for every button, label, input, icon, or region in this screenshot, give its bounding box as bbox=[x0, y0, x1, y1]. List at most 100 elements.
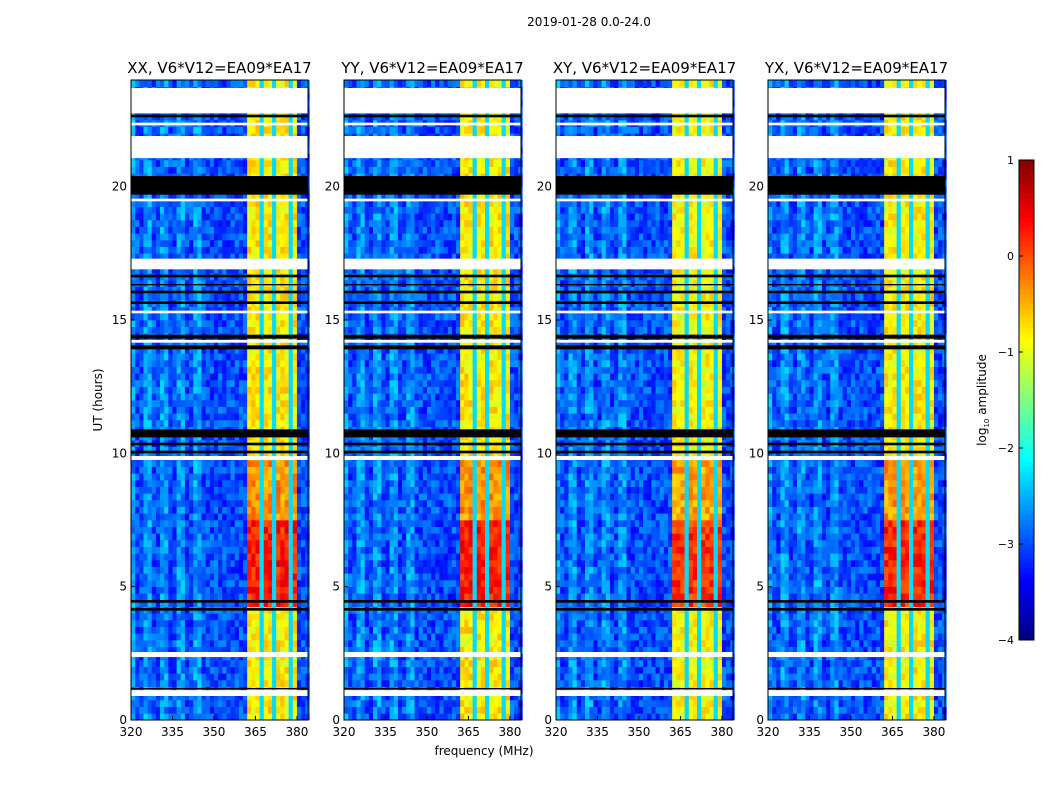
heatmap-cell bbox=[206, 627, 210, 634]
heatmap-cell bbox=[264, 553, 268, 560]
heatmap-cell bbox=[185, 413, 189, 420]
heatmap-cell bbox=[148, 327, 152, 334]
heatmap-cell bbox=[156, 127, 160, 134]
heatmap-cell bbox=[284, 480, 288, 487]
heatmap-cell bbox=[181, 573, 185, 580]
heatmap-cell bbox=[193, 167, 197, 174]
heatmap-cell bbox=[489, 593, 493, 600]
heatmap-cell bbox=[297, 587, 301, 594]
heatmap-cell bbox=[172, 407, 176, 414]
heatmap-cell bbox=[218, 487, 222, 494]
heatmap-cell bbox=[272, 580, 276, 587]
heatmap-cell bbox=[152, 240, 156, 247]
heatmap-cell bbox=[226, 520, 230, 527]
heatmap-cell bbox=[177, 620, 181, 627]
heatmap-cell bbox=[135, 353, 139, 360]
heatmap-cell bbox=[431, 613, 435, 620]
heatmap-cell bbox=[506, 633, 510, 640]
heatmap-cell bbox=[202, 713, 206, 720]
heatmap-cell bbox=[168, 313, 172, 320]
heatmap-cell bbox=[206, 713, 210, 720]
heatmap-cell bbox=[131, 207, 135, 214]
heatmap-cell bbox=[197, 500, 201, 507]
heatmap-cell bbox=[235, 700, 239, 707]
heatmap-cell bbox=[385, 627, 389, 634]
heatmap-cell bbox=[264, 313, 268, 320]
heatmap-cell bbox=[377, 680, 381, 687]
heatmap-cell bbox=[260, 667, 264, 674]
heatmap-cell bbox=[139, 213, 143, 220]
heatmap-cell bbox=[214, 487, 218, 494]
heatmap-cell bbox=[156, 467, 160, 474]
heatmap-cell bbox=[251, 680, 255, 687]
heatmap-cell bbox=[139, 207, 143, 214]
heatmap-cell bbox=[160, 320, 164, 327]
heatmap-cell bbox=[406, 673, 410, 680]
heatmap-cell bbox=[181, 420, 185, 427]
heatmap-cell bbox=[276, 493, 280, 500]
heatmap-cell bbox=[172, 507, 176, 514]
heatmap-cell bbox=[247, 400, 251, 407]
heatmap-cell bbox=[185, 240, 189, 247]
heatmap-cell bbox=[226, 227, 230, 234]
heatmap-cell bbox=[276, 480, 280, 487]
heatmap-cell bbox=[406, 660, 410, 667]
heatmap-cell bbox=[152, 167, 156, 174]
heatmap-cell bbox=[222, 167, 226, 174]
heatmap-cell bbox=[301, 593, 305, 600]
heatmap-cell bbox=[172, 660, 176, 667]
heatmap-cell bbox=[506, 660, 510, 667]
heatmap-cell bbox=[415, 667, 419, 674]
heatmap-cell bbox=[185, 513, 189, 520]
heatmap-cell bbox=[481, 707, 485, 714]
heatmap-cell bbox=[473, 700, 477, 707]
heatmap-cell bbox=[406, 700, 410, 707]
heatmap-cell bbox=[410, 633, 414, 640]
heatmap-cell bbox=[139, 313, 143, 320]
heatmap-cell bbox=[390, 627, 394, 634]
heatmap-cell bbox=[139, 673, 143, 680]
heatmap-cell bbox=[268, 660, 272, 667]
heatmap-cell bbox=[148, 220, 152, 227]
heatmap-cell bbox=[210, 580, 214, 587]
heatmap-cell bbox=[231, 593, 235, 600]
heatmap-cell bbox=[390, 700, 394, 707]
heatmap-cell bbox=[197, 393, 201, 400]
heatmap-cell bbox=[502, 593, 506, 600]
heatmap-cell bbox=[218, 213, 222, 220]
heatmap-cell bbox=[481, 640, 485, 647]
heatmap-cell bbox=[139, 400, 143, 407]
heatmap-cell bbox=[135, 213, 139, 220]
heatmap-cell bbox=[293, 160, 297, 167]
heatmap-cell bbox=[297, 360, 301, 367]
heatmap-cell bbox=[280, 520, 284, 527]
heatmap-cell bbox=[226, 380, 230, 387]
heatmap-cell bbox=[206, 513, 210, 520]
heatmap-cell bbox=[226, 247, 230, 254]
heatmap-cell bbox=[289, 247, 293, 254]
heatmap-cell bbox=[218, 207, 222, 214]
heatmap-cell bbox=[293, 413, 297, 420]
heatmap-cell bbox=[231, 547, 235, 554]
heatmap-cell bbox=[415, 713, 419, 720]
heatmap-cell bbox=[206, 220, 210, 227]
heatmap-cell bbox=[369, 680, 373, 687]
heatmap-cell bbox=[419, 667, 423, 674]
heatmap-cell bbox=[280, 593, 284, 600]
heatmap-cell bbox=[160, 547, 164, 554]
heatmap-cell bbox=[280, 620, 284, 627]
heatmap-cell bbox=[156, 520, 160, 527]
heatmap-cell bbox=[439, 633, 443, 640]
heatmap-cell bbox=[235, 400, 239, 407]
heatmap-cell bbox=[206, 500, 210, 507]
heatmap-cell bbox=[143, 380, 147, 387]
heatmap-cell bbox=[139, 540, 143, 547]
heatmap-cell bbox=[301, 360, 305, 367]
heatmap-cell bbox=[231, 353, 235, 360]
heatmap-cell bbox=[181, 580, 185, 587]
heatmap-cell bbox=[152, 460, 156, 467]
heatmap-cell bbox=[297, 240, 301, 247]
heatmap-cell bbox=[177, 640, 181, 647]
heatmap-cell bbox=[243, 313, 247, 320]
heatmap-cell bbox=[168, 460, 172, 467]
